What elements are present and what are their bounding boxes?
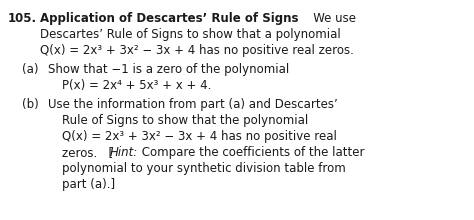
- Text: Hint:: Hint:: [110, 146, 138, 159]
- Text: (b): (b): [22, 98, 39, 111]
- Text: zeros.   [: zeros. [: [62, 146, 113, 159]
- Text: Q(x) = 2x³ + 3x² − 3x + 4 has no positive real zeros.: Q(x) = 2x³ + 3x² − 3x + 4 has no positiv…: [40, 44, 354, 57]
- Text: Descartes’ Rule of Signs to show that a polynomial: Descartes’ Rule of Signs to show that a …: [40, 28, 341, 41]
- Text: P(x) = 2x⁴ + 5x³ + x + 4.: P(x) = 2x⁴ + 5x³ + x + 4.: [62, 79, 211, 92]
- Text: Rule of Signs to show that the polynomial: Rule of Signs to show that the polynomia…: [62, 114, 308, 127]
- Text: Use the information from part (a) and Descartes’: Use the information from part (a) and De…: [48, 98, 338, 111]
- Text: We use: We use: [302, 12, 356, 25]
- Text: part (a).]: part (a).]: [62, 178, 115, 191]
- Text: Q(x) = 2x³ + 3x² − 3x + 4 has no positive real: Q(x) = 2x³ + 3x² − 3x + 4 has no positiv…: [62, 130, 337, 143]
- Text: 105.: 105.: [8, 12, 37, 25]
- Text: polynomial to your synthetic division table from: polynomial to your synthetic division ta…: [62, 162, 346, 175]
- Text: Show that −1 is a zero of the polynomial: Show that −1 is a zero of the polynomial: [48, 63, 289, 76]
- Text: Application of Descartes’ Rule of Signs: Application of Descartes’ Rule of Signs: [40, 12, 299, 25]
- Text: (a): (a): [22, 63, 38, 76]
- Text: Compare the coefficients of the latter: Compare the coefficients of the latter: [138, 146, 365, 159]
